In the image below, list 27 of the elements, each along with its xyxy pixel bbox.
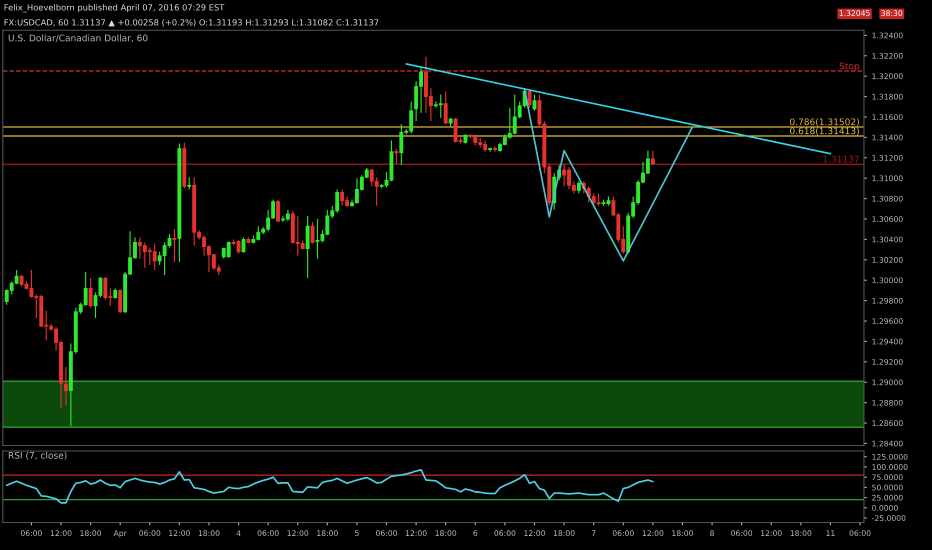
candlestick <box>88 278 93 308</box>
candlestick <box>172 228 176 262</box>
text: Felix_Hoevelborn published April 07, 2016 07:29 EST <box>4 4 224 12</box>
line-series <box>6 468 654 504</box>
candlestick <box>576 180 581 194</box>
candlestick <box>463 134 468 144</box>
candlestick <box>310 222 314 244</box>
candlestick <box>306 215 310 279</box>
candlestick <box>187 176 192 190</box>
chart-subtitle: FX:USDCAD, 60 1.31137 ▲ +0.00258 (+0.2%) O:1.31193 H:1.31293 L:1.31082 C:1.31137 <box>4 19 378 26</box>
candlestick <box>64 366 68 406</box>
line-series <box>524 88 694 262</box>
candlestick <box>394 148 398 164</box>
candlestick <box>444 90 448 125</box>
candlestick <box>242 236 246 254</box>
chart-title: U.S. Dollar/Canadian Dollar, 60 <box>8 34 148 42</box>
candlestick <box>113 288 118 300</box>
ref-line-label: 0.786(1.31502) <box>790 118 859 126</box>
candlestick <box>118 288 122 314</box>
ref-line-label: Stop <box>840 62 860 72</box>
candlestick <box>448 117 453 128</box>
chart-title: RSI (7, close) <box>8 452 67 460</box>
candlestick <box>276 199 280 223</box>
candlestick <box>650 150 655 166</box>
candlestick <box>532 94 536 112</box>
ref-line-label: 0.618(1.31413) <box>790 127 859 136</box>
ref-line-label: 1.31137 <box>823 156 859 162</box>
